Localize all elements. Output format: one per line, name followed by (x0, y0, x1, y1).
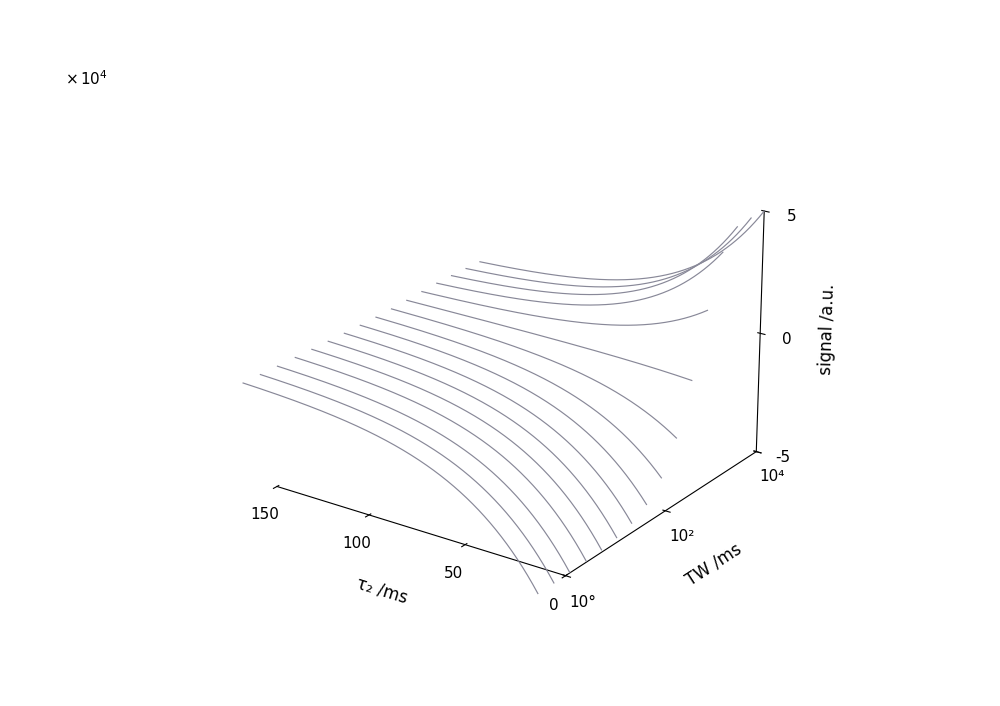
Text: $\times\,10^4$: $\times\,10^4$ (65, 69, 108, 88)
X-axis label: τ₂ /ms: τ₂ /ms (354, 574, 410, 606)
Y-axis label: TW /ms: TW /ms (682, 539, 744, 589)
